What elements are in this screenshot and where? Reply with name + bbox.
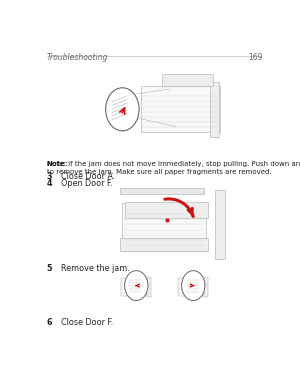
Bar (120, 238, 208, 251)
Circle shape (125, 271, 148, 301)
Bar (141, 86, 220, 132)
Text: 6: 6 (47, 317, 52, 327)
Polygon shape (120, 189, 204, 194)
Bar (147, 277, 151, 297)
Bar (209, 81, 219, 137)
Text: Close Door A.: Close Door A. (61, 172, 115, 181)
Text: Remove the jam.: Remove the jam. (61, 264, 130, 273)
Text: 5: 5 (47, 264, 52, 273)
Text: Note: If the jam does not move immediately, stop pulling. Push down and pull the: Note: If the jam does not move immediate… (47, 161, 300, 175)
Text: Close Door F.: Close Door F. (61, 317, 113, 327)
Text: Note:: Note: (47, 161, 68, 167)
Bar (204, 277, 208, 297)
Bar (178, 279, 204, 296)
Bar (122, 203, 206, 251)
Text: Open Door F.: Open Door F. (61, 178, 112, 188)
Bar (121, 279, 147, 296)
Bar (215, 190, 225, 259)
Bar (125, 202, 208, 218)
Text: 3: 3 (47, 172, 52, 181)
Text: 4: 4 (47, 178, 52, 188)
Polygon shape (162, 74, 213, 86)
Circle shape (182, 271, 205, 301)
Circle shape (106, 88, 139, 131)
Text: 169: 169 (248, 53, 263, 62)
Text: Troubleshooting: Troubleshooting (47, 53, 108, 62)
